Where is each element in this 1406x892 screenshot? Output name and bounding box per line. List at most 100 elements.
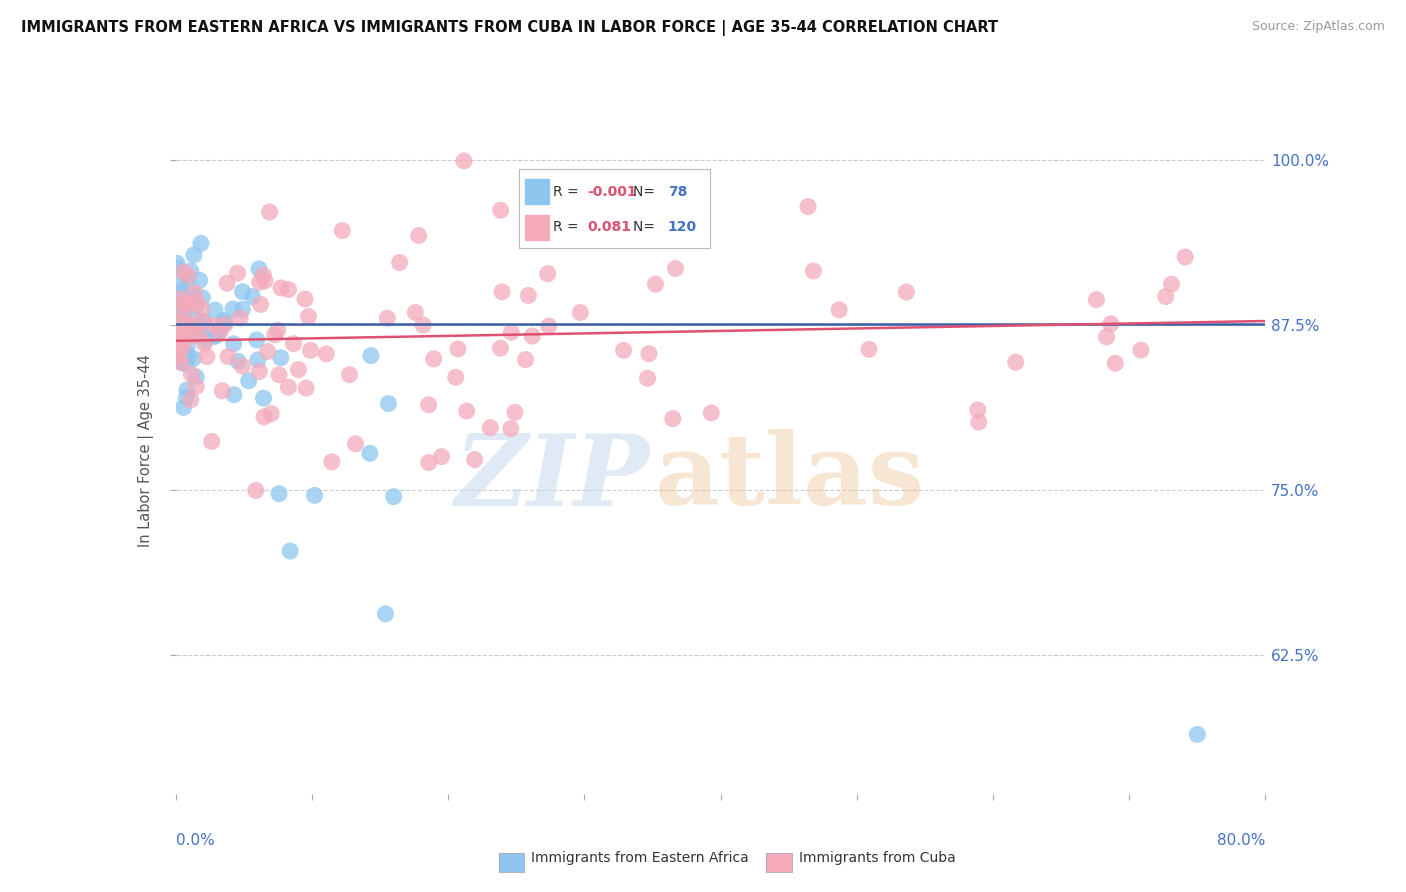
Point — [208, 325, 231, 339]
Point — [167, 334, 190, 349]
Text: N=: N= — [634, 185, 659, 199]
Point — [801, 264, 824, 278]
Point — [229, 311, 252, 326]
Point — [222, 301, 245, 316]
Point — [172, 302, 194, 317]
Point — [664, 261, 686, 276]
Point — [422, 351, 444, 366]
Text: atlas: atlas — [655, 429, 925, 526]
Point — [418, 456, 440, 470]
Point — [479, 420, 502, 434]
Point — [249, 276, 271, 290]
Point — [359, 446, 381, 460]
Point — [222, 336, 245, 351]
Point — [489, 203, 512, 218]
Point — [267, 486, 290, 500]
Point — [181, 351, 204, 366]
Point — [453, 153, 475, 168]
Point — [858, 343, 880, 357]
Point — [183, 289, 205, 303]
Point — [191, 315, 214, 329]
Point — [169, 315, 191, 329]
Point — [797, 200, 820, 214]
Point — [375, 311, 398, 326]
Point — [263, 327, 285, 342]
Point — [174, 349, 197, 363]
Point — [501, 326, 523, 340]
Point — [170, 300, 193, 314]
Point — [489, 341, 512, 355]
Point — [247, 261, 270, 276]
Point — [1129, 343, 1152, 357]
Point — [517, 288, 540, 302]
Point — [247, 365, 270, 379]
Point — [166, 328, 188, 343]
Point — [172, 340, 194, 354]
Point — [638, 347, 661, 361]
Point — [187, 326, 209, 341]
Point — [295, 381, 318, 395]
Point — [360, 349, 382, 363]
Point — [503, 405, 526, 419]
Point — [267, 368, 290, 382]
Point — [569, 305, 592, 319]
Point — [231, 302, 253, 317]
Text: 78: 78 — [668, 185, 688, 199]
Point — [537, 319, 560, 334]
Point — [1099, 317, 1122, 331]
Point — [195, 350, 218, 364]
Point — [249, 297, 271, 311]
Point — [447, 342, 470, 356]
Point — [177, 296, 200, 310]
Text: 0.081: 0.081 — [588, 220, 631, 235]
Point — [232, 285, 254, 299]
Point — [344, 437, 367, 451]
Point — [260, 407, 283, 421]
Point — [174, 319, 197, 334]
Point — [183, 248, 205, 262]
Point — [166, 256, 188, 270]
Point — [1095, 330, 1118, 344]
Point — [173, 401, 195, 415]
Point — [256, 344, 278, 359]
Point — [226, 354, 249, 368]
Text: 0.0%: 0.0% — [176, 833, 215, 847]
Point — [1154, 289, 1177, 303]
Point — [167, 337, 190, 351]
Point — [187, 329, 209, 343]
Point — [270, 351, 292, 365]
Point — [277, 380, 299, 394]
Point — [217, 350, 239, 364]
Point — [204, 318, 226, 333]
Point — [187, 328, 209, 343]
Point — [180, 368, 202, 382]
Point — [430, 450, 453, 464]
Text: R =: R = — [554, 185, 583, 199]
Point — [176, 318, 198, 333]
Point — [266, 323, 288, 337]
Point — [231, 359, 253, 373]
Point — [180, 264, 202, 278]
Point — [177, 350, 200, 364]
Point — [186, 295, 208, 310]
Text: ZIP: ZIP — [454, 430, 650, 526]
Point — [270, 281, 292, 295]
Point — [418, 398, 440, 412]
Point — [177, 268, 200, 283]
Point — [170, 355, 193, 369]
Point — [174, 291, 197, 305]
Point — [499, 421, 522, 435]
Text: 80.0%: 80.0% — [1218, 833, 1265, 847]
Point — [180, 392, 202, 407]
Point — [252, 268, 274, 282]
Point — [297, 310, 319, 324]
Bar — [524, 215, 550, 240]
Point — [637, 371, 659, 385]
Point — [177, 275, 200, 289]
Point — [174, 297, 197, 311]
Point — [169, 292, 191, 306]
Point — [179, 298, 201, 312]
Point — [190, 301, 212, 316]
Point — [1187, 727, 1209, 741]
Point — [1174, 250, 1197, 264]
